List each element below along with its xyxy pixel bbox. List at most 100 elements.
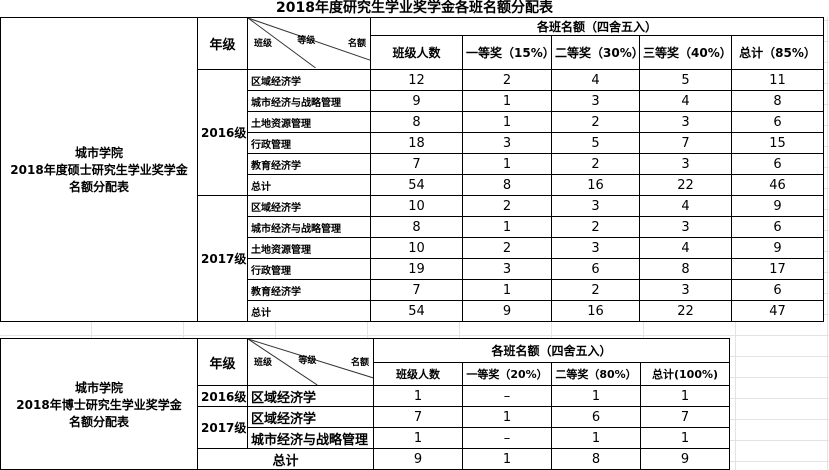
value-cell: 17 [730, 258, 825, 280]
class-name-cell: 总计 [247, 174, 371, 196]
value-cell: 7 [373, 406, 463, 428]
value-cell: 1 [462, 153, 552, 175]
sheet-title: 2018年度研究生学业奖学金各班名额分配表 [0, 0, 829, 17]
value-cell: 1 [373, 385, 463, 407]
diag-quota-label: 名额 [350, 358, 369, 369]
value-cell: 4 [551, 69, 640, 91]
value-cell: 5 [639, 69, 732, 91]
value-cell: 4 [639, 90, 732, 112]
table-row: 2017级 区域经济学 10 2 3 4 9 [1, 195, 825, 322]
class-name-cell: 区域经济学 [247, 195, 371, 217]
table-row: 总计 54 9 16 22 47 [1, 300, 825, 322]
table-row: 总计 54 8 16 22 46 [1, 174, 825, 196]
value-cell: 16 [551, 300, 640, 322]
column-header: 班级人数 [370, 35, 463, 70]
value-cell: 46 [730, 174, 825, 196]
table-row: 城市经济与战略管理 1–1 1 [1, 427, 731, 449]
grade-cell: 2016级 [197, 69, 248, 196]
value-cell: 2 [551, 111, 640, 133]
column-header: 二等奖（80%） [551, 361, 641, 386]
value-cell: 9 [639, 448, 731, 470]
column-header: 一等奖（15%） [462, 35, 552, 70]
value-cell: 3 [551, 90, 640, 112]
column-header: 总计（85%） [730, 35, 825, 70]
diagonal-header: 班级 等级 名额 [247, 338, 374, 386]
class-name-cell: 土地资源管理 [247, 111, 371, 133]
value-cell: 3 [462, 258, 552, 280]
table-row: 教育经济学 7 1 2 3 6 [1, 153, 825, 175]
value-cell: 2 [462, 237, 552, 259]
class-name-cell: 城市经济与战略管理 [247, 427, 374, 449]
value-cell: 2 [551, 216, 640, 238]
value-cell: 3 [462, 132, 552, 154]
value-cell: 6 [551, 258, 640, 280]
value-cell: 9 [462, 300, 552, 322]
value-cell: 8 [551, 448, 641, 470]
value-cell: 6 [551, 406, 641, 428]
value-cell: 8 [462, 174, 552, 196]
grade-header: 年级 [197, 338, 248, 386]
table-row: 行政管理 19 3 6 8 17 [1, 258, 825, 280]
value-cell: 4 [639, 237, 732, 259]
value-cell: 54 [370, 174, 463, 196]
table-label-line: 2018年度硕士研究生学业奖学金 [10, 163, 188, 177]
grade-cell: 2016级 [197, 385, 248, 407]
value-cell: 9 [730, 195, 825, 217]
value-cell: 7 [370, 279, 463, 301]
value-cell: 3 [639, 279, 732, 301]
class-name-cell: 城市经济与战略管理 [247, 90, 371, 112]
class-name-cell: 行政管理 [247, 258, 371, 280]
value-cell: 3 [639, 153, 732, 175]
value-cell: 8 [730, 90, 825, 112]
diag-level-label: 等级 [297, 36, 316, 46]
value-cell: 7 [639, 406, 731, 428]
value-cell: 1 [462, 90, 552, 112]
column-header: 总计(100%) [639, 361, 731, 386]
value-cell: 19 [370, 258, 463, 280]
table-label-line: 名额分配表 [68, 180, 129, 194]
table-label-line: 2018年博士研究生学业奖学金 [16, 397, 182, 412]
value-cell: 3 [551, 195, 640, 217]
table-row: 土地资源管理 8 1 2 3 6 [1, 111, 825, 133]
value-cell: 1 [462, 406, 552, 428]
value-cell: 1 [462, 279, 552, 301]
diag-level-label: 等级 [298, 355, 317, 366]
value-cell: 8 [639, 258, 732, 280]
group-header: 各班名额（四舍五入） [369, 17, 825, 36]
grade-header: 年级 [197, 17, 248, 70]
table-label-line: 名额分配表 [68, 414, 129, 429]
value-cell: 7 [370, 153, 463, 175]
value-cell: 6 [730, 216, 825, 238]
value-cell: 2 [462, 195, 552, 217]
class-name-cell: 教育经济学 [247, 153, 371, 175]
value-cell: 12 [370, 69, 463, 91]
column-header: 一等奖（20%） [462, 361, 552, 386]
value-cell: 5 [551, 132, 640, 154]
diagonal-header: 班级 等级 名额 [247, 17, 371, 70]
class-name-cell: 土地资源管理 [247, 237, 371, 259]
diag-class-label: 班级 [254, 38, 273, 49]
diag-class-label: 班级 [254, 358, 273, 369]
value-cell: 2 [551, 153, 640, 175]
doctor-quota-table: 城市学院 2018年博士研究生学业奖学金 名额分配表 年级 班级 等级 名额 各班名额… [0, 338, 731, 470]
value-cell: 9 [373, 448, 463, 470]
class-name-cell: 城市经济与战略管理 [247, 216, 371, 238]
value-cell: 6 [730, 111, 825, 133]
value-cell: 10 [370, 195, 463, 217]
value-cell: 6 [730, 279, 825, 301]
value-cell: 1 [373, 427, 463, 449]
value-cell: 7 [639, 132, 732, 154]
value-cell: 15 [730, 132, 825, 154]
total-label: 总计 [197, 448, 374, 470]
value-cell: – [462, 385, 552, 407]
value-cell: 1 [462, 448, 552, 470]
value-cell: 22 [639, 300, 732, 322]
value-cell: 9 [730, 237, 825, 259]
grade-cell: 2017级 [197, 195, 248, 322]
value-cell: 1 [639, 385, 731, 407]
value-cell: 1 [551, 385, 641, 407]
value-cell: – [462, 427, 552, 449]
grade-cell: 2017级 [197, 406, 248, 449]
value-cell: 6 [730, 153, 825, 175]
table-row: 2017级 区域经济学 7 1 6 7 [1, 406, 731, 449]
